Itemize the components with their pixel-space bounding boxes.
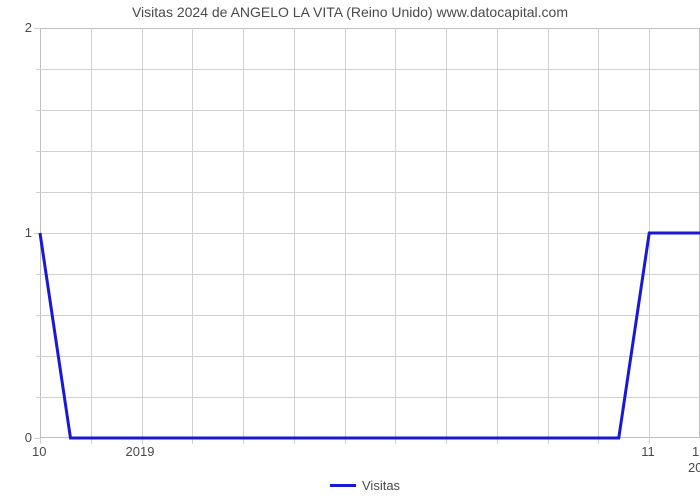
- series-line: [40, 233, 700, 438]
- series-layer: [0, 0, 700, 500]
- chart-container: { "chart": { "type": "line", "title": "V…: [0, 0, 700, 500]
